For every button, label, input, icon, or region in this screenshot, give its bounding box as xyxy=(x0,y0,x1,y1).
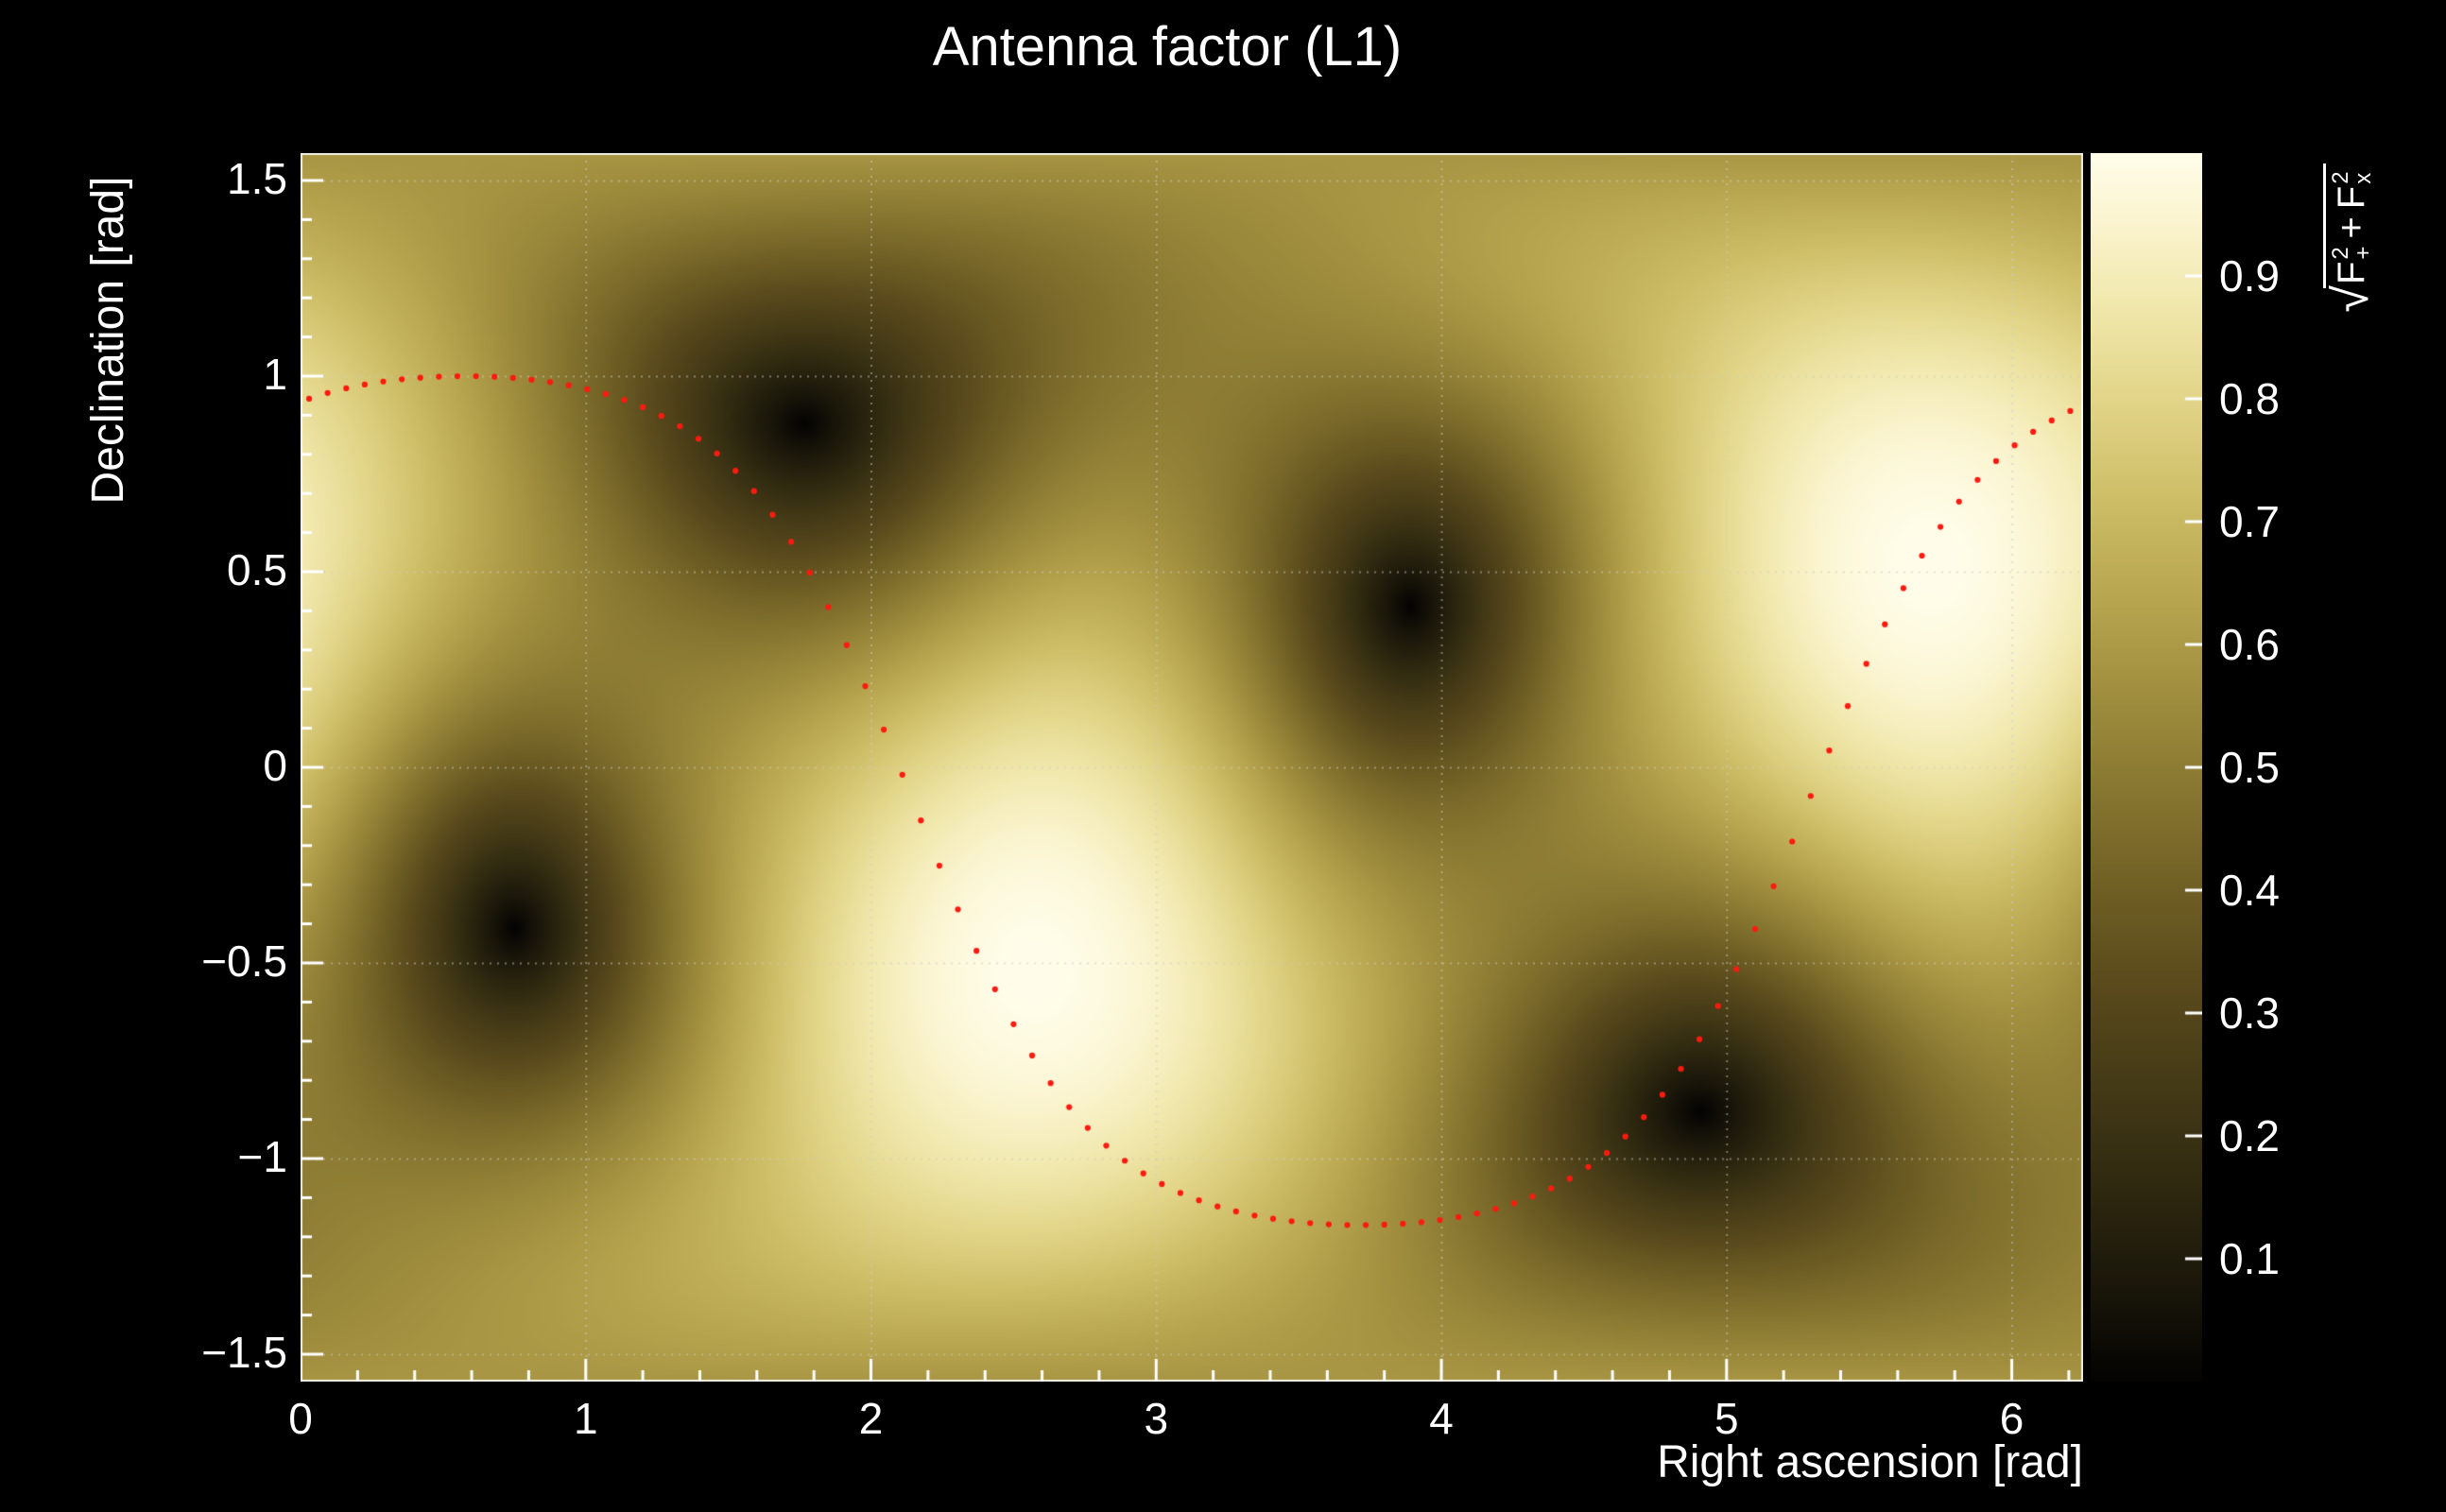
colorbar-title: √ F 2 + + F 2 x xyxy=(2318,82,2379,394)
y-tick-label: −1.5 xyxy=(201,1327,287,1377)
sqrt-vinculum: F 2 + + F 2 x xyxy=(2323,163,2376,289)
x-tick-label: 0 xyxy=(288,1394,313,1443)
colorbar-tick-label: 0.6 xyxy=(2219,620,2280,669)
colorbar-tick-label: 0.9 xyxy=(2219,251,2280,301)
f-plus-symbol: F xyxy=(2330,261,2372,285)
x-tick-label: 2 xyxy=(858,1394,884,1443)
plus-sign: + xyxy=(2330,216,2372,239)
f-plus-scripts: 2 + xyxy=(2328,246,2376,260)
y-tick-label: 0 xyxy=(263,740,287,790)
colorbar-gradient xyxy=(2091,153,2202,1382)
y-tick-label: −1 xyxy=(237,1131,287,1181)
y-axis-title: Declination [rad] xyxy=(82,151,133,529)
x-tick-label: 4 xyxy=(1429,1394,1454,1443)
colorbar-tick-label: 0.3 xyxy=(2219,988,2280,1038)
colorbar-tick-label: 0.1 xyxy=(2219,1234,2280,1283)
colorbar-tick-label: 0.5 xyxy=(2219,743,2280,792)
x-axis-title: Right ascension [rad] xyxy=(1657,1437,2083,1487)
y-tick-label: 0.5 xyxy=(227,544,287,594)
y-tick-label: 1 xyxy=(263,349,287,399)
colorbar-tick-label: 0.8 xyxy=(2219,374,2280,423)
x-tick-label: 1 xyxy=(573,1394,598,1443)
y-tick-label: 1.5 xyxy=(227,153,287,203)
x-tick-label: 3 xyxy=(1144,1394,1169,1443)
y-axis-title-text: Declination [rad] xyxy=(82,176,133,505)
x-tick-label: 6 xyxy=(1999,1394,2024,1443)
colorbar-tick-label: 0.4 xyxy=(2219,866,2280,915)
x-tick-label: 5 xyxy=(1714,1394,1739,1443)
colorbar-tick-label: 0.2 xyxy=(2219,1111,2280,1160)
heatmap-canvas xyxy=(301,153,2083,1382)
sqrt-radical-icon: √ xyxy=(2324,285,2379,313)
f-cross-symbol: F xyxy=(2330,185,2372,210)
plot-title: Antenna factor (L1) xyxy=(932,16,1403,77)
y-tick-label: −0.5 xyxy=(201,936,287,986)
colorbar-tick-label: 0.7 xyxy=(2219,497,2280,546)
